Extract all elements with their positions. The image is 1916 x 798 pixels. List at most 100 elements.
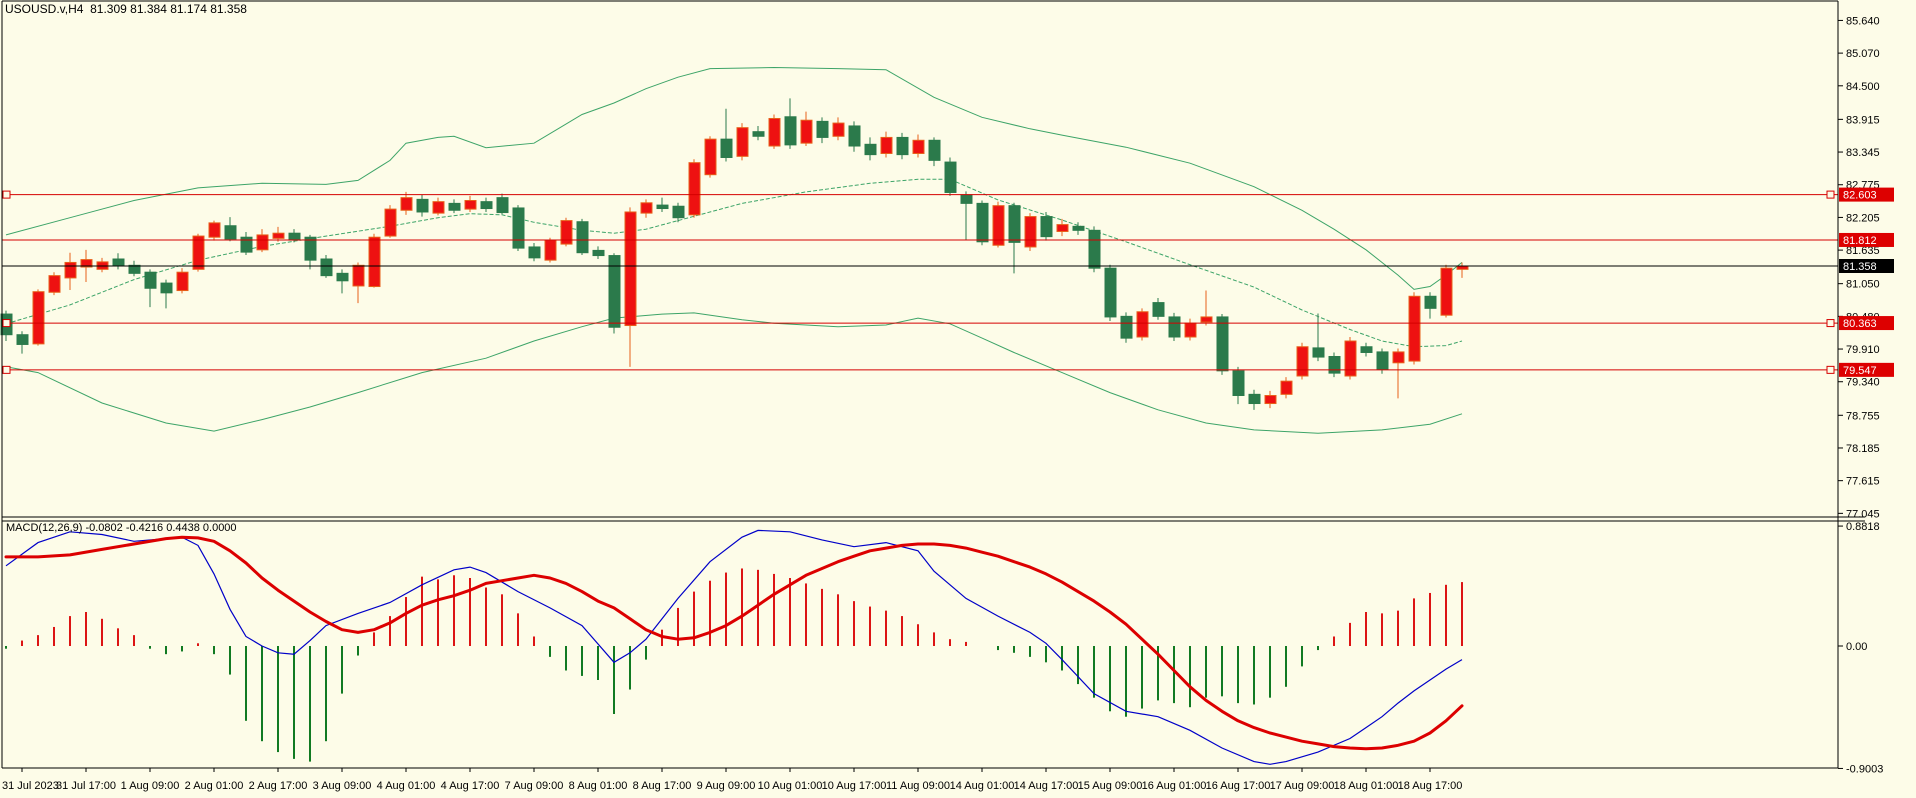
bull-candle[interactable] (736, 127, 749, 157)
bear-candle[interactable] (976, 202, 989, 243)
bear-candle[interactable] (816, 120, 829, 138)
bull-candle[interactable] (1024, 216, 1037, 248)
bear-candle[interactable] (128, 264, 141, 274)
bear-candle[interactable] (784, 116, 797, 146)
level-anchor-square[interactable] (1826, 365, 1835, 374)
bear-candle[interactable] (448, 202, 461, 211)
bull-candle[interactable] (352, 264, 365, 287)
bull-candle[interactable] (208, 222, 221, 238)
bull-candle[interactable] (688, 162, 701, 216)
bear-candle[interactable] (960, 194, 973, 204)
bull-candle[interactable] (768, 117, 781, 147)
bull-candle[interactable] (64, 261, 77, 279)
bull-candle[interactable] (80, 259, 93, 268)
bear-candle[interactable] (1232, 370, 1245, 396)
bear-candle[interactable] (1216, 316, 1229, 372)
bull-candle[interactable] (256, 234, 269, 251)
bull-candle[interactable] (544, 239, 557, 261)
bear-candle[interactable] (496, 197, 509, 214)
bull-candle[interactable] (912, 139, 925, 154)
bull-candle[interactable] (1136, 311, 1149, 338)
bear-candle[interactable] (944, 161, 957, 193)
bull-candle[interactable] (1184, 322, 1197, 338)
bear-candle[interactable] (160, 282, 173, 294)
bull-candle[interactable] (880, 136, 893, 154)
bull-candle[interactable] (1264, 394, 1277, 405)
bear-candle[interactable] (1120, 315, 1133, 339)
bear-candle[interactable] (1088, 229, 1101, 269)
bull-candle[interactable] (1344, 340, 1357, 377)
level-anchor-square[interactable] (1826, 190, 1835, 199)
bear-candle[interactable] (864, 143, 877, 156)
bull-candle[interactable] (432, 201, 445, 214)
bear-candle[interactable] (512, 207, 525, 249)
bull-candle[interactable] (1056, 224, 1069, 232)
bear-candle[interactable] (416, 198, 429, 213)
bull-candle[interactable] (368, 236, 381, 288)
bear-candle[interactable] (1360, 346, 1373, 353)
bear-candle[interactable] (224, 225, 237, 240)
bull-candle[interactable] (1296, 346, 1309, 377)
bull-candle[interactable] (32, 291, 45, 345)
bear-candle[interactable] (1008, 205, 1021, 243)
bear-candle[interactable] (1248, 393, 1261, 405)
bull-candle[interactable] (704, 138, 717, 176)
bear-candle[interactable] (608, 255, 621, 328)
level-anchor-square[interactable] (2, 190, 11, 199)
bear-candle[interactable] (144, 271, 157, 289)
bear-candle[interactable] (1328, 355, 1341, 374)
bear-candle[interactable] (656, 204, 669, 210)
bear-candle[interactable] (240, 236, 253, 253)
bear-candle[interactable] (1312, 347, 1325, 358)
bull-candle[interactable] (1408, 295, 1421, 362)
level-anchor-square[interactable] (1826, 319, 1835, 328)
bear-candle[interactable] (304, 236, 317, 261)
bear-candle[interactable] (480, 201, 493, 210)
bull-candle[interactable] (464, 200, 477, 210)
bear-candle[interactable] (288, 232, 301, 241)
bull-candle[interactable] (176, 271, 189, 292)
level-anchor-square[interactable] (2, 319, 11, 328)
bear-candle[interactable] (1376, 351, 1389, 370)
bull-candle[interactable] (48, 275, 61, 293)
bull-candle[interactable] (192, 235, 205, 270)
bull-candle[interactable] (1280, 380, 1293, 395)
bear-candle[interactable] (1424, 295, 1437, 309)
level-anchor-square[interactable] (2, 365, 11, 374)
bear-candle[interactable] (1168, 316, 1181, 338)
bull-candle[interactable] (1200, 316, 1213, 323)
bear-candle[interactable] (720, 138, 733, 158)
bull-candle[interactable] (384, 208, 397, 237)
bull-candle[interactable] (272, 232, 285, 239)
bear-candle[interactable] (528, 246, 541, 259)
bull-candle[interactable] (1392, 351, 1405, 364)
bear-candle[interactable] (336, 272, 349, 282)
bear-candle[interactable] (1040, 216, 1053, 238)
bull-candle[interactable] (1440, 267, 1453, 316)
bull-candle[interactable] (560, 220, 573, 245)
bull-candle[interactable] (800, 119, 813, 144)
bear-candle[interactable] (1072, 225, 1085, 231)
price-axis[interactable]: 85.64085.07084.50083.91583.34582.77582.2… (1838, 15, 1894, 520)
bull-candle[interactable] (640, 202, 653, 214)
bear-candle[interactable] (896, 136, 909, 156)
bear-candle[interactable] (928, 139, 941, 161)
bull-candle[interactable] (832, 122, 845, 137)
macd-axis[interactable]: 0.8818 0.00 -0.9003 (1838, 521, 1883, 775)
bear-candle[interactable] (576, 221, 589, 254)
macd-histogram-bar-positive (53, 626, 55, 646)
bear-candle[interactable] (672, 205, 685, 219)
bull-candle[interactable] (400, 197, 413, 211)
bear-candle[interactable] (848, 125, 861, 147)
bull-candle[interactable] (624, 211, 637, 327)
bear-candle[interactable] (592, 249, 605, 257)
bull-candle[interactable] (992, 205, 1005, 246)
bear-candle[interactable] (1104, 267, 1117, 318)
bear-candle[interactable] (16, 334, 29, 345)
bear-candle[interactable] (752, 131, 765, 137)
bear-candle[interactable] (1152, 302, 1165, 317)
bear-candle[interactable] (112, 258, 125, 266)
bear-candle[interactable] (320, 258, 333, 277)
